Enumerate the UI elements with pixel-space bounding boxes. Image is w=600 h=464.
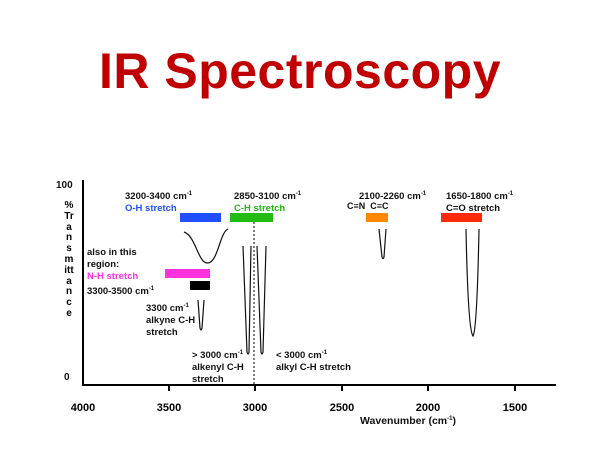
co-annotation: 1650-1800 cm-1 C=O stretch: [446, 191, 514, 214]
x-tick-label: 2500: [329, 402, 355, 414]
triple-bond-annotation: 2100-2260 cm-1: [359, 191, 427, 202]
slide-title: IR Spectroscopy: [98, 43, 502, 99]
x-tick-label: 3000: [242, 402, 268, 414]
alkyl-peak: [256, 245, 267, 355]
oh-bar: [180, 213, 221, 222]
x-ticks: [168, 385, 516, 391]
nh-bar: [165, 269, 210, 278]
triple-bond-peak: [378, 228, 387, 260]
nh-annotation: also in this region: N-H stretch 3300-3500 …: [87, 247, 155, 297]
alkyne-peak: [197, 299, 205, 331]
alkyl-annotation: < 3000 cm-1 alkyl C-H stretch: [276, 350, 351, 373]
x-tick-label: 3500: [156, 402, 182, 414]
ch-annotation: 2850-3100 cm-1 C-H stretch: [234, 191, 302, 214]
x-axis-label: Wavenumber (cm-1): [360, 415, 456, 427]
oh-peak: [183, 228, 229, 264]
oh-annotation: 3200-3400 cm-1 O-H stretch: [125, 191, 193, 214]
alkenyl-peak: [242, 245, 252, 355]
co-bar: [441, 213, 482, 222]
x-tick-label: 2000: [415, 402, 441, 414]
alkenyl-annotation: > 3000 cm-1 alkenyl C-H stretch: [192, 350, 244, 385]
ch-bar: [230, 213, 273, 222]
alkyne-bar: [190, 281, 210, 290]
x-tick-label: 4000: [70, 402, 96, 414]
triple-bond-bar: [366, 213, 388, 222]
x-tick-label: 1500: [502, 402, 528, 414]
co-peak: [465, 228, 480, 338]
y-top-label: 100: [56, 180, 73, 191]
alkyne-annotation: 3300 cm-1 alkyne C-H stretch: [146, 303, 196, 338]
triple-bond-types: C≡N C≡C: [347, 201, 389, 211]
y-bottom-label: 0: [64, 372, 70, 383]
y-axis-label: %Transmittance: [64, 200, 74, 319]
